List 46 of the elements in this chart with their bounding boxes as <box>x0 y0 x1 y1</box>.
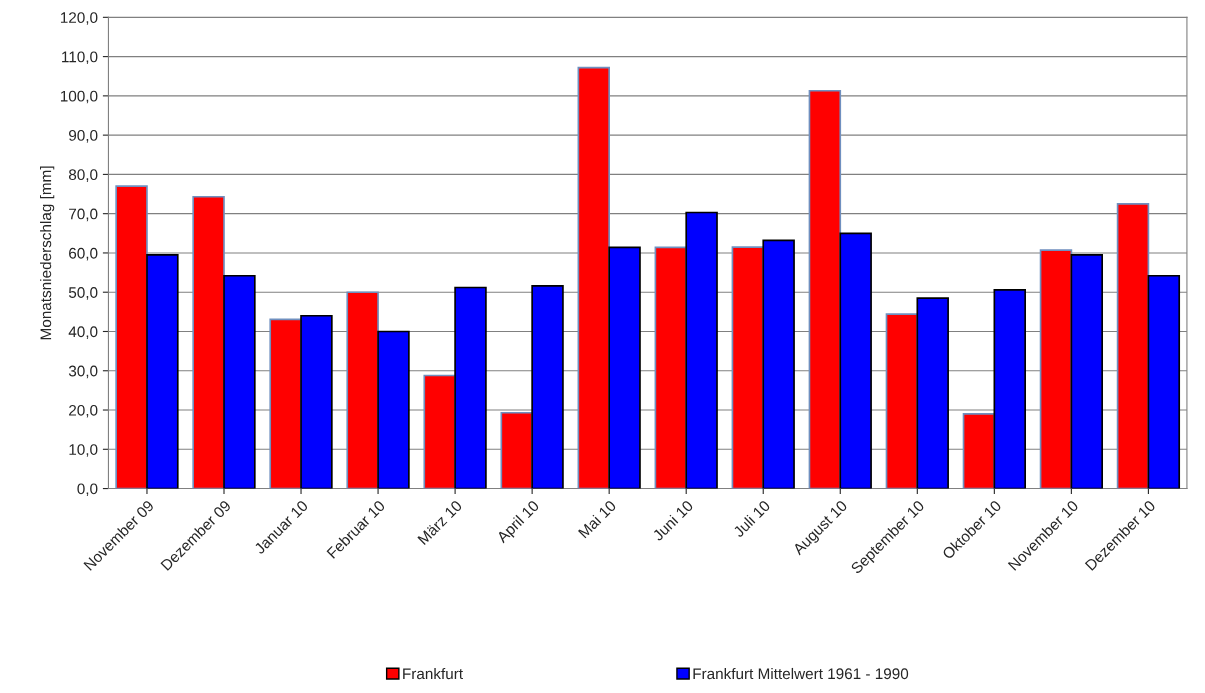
bar <box>577 66 611 489</box>
bar <box>962 413 996 489</box>
bar <box>608 246 641 489</box>
bar <box>1070 254 1104 489</box>
bar <box>500 411 533 489</box>
bar <box>269 318 302 489</box>
y-tick-label: 60,0 <box>69 247 98 261</box>
bar <box>423 374 456 489</box>
legend-label: Frankfurt <box>403 667 463 680</box>
bar <box>531 285 564 489</box>
x-tick-label: Mai 10 <box>577 499 617 539</box>
legend-label: Frankfurt Mittelwert 1961 - 1990 <box>693 667 909 680</box>
bar <box>654 246 688 489</box>
bar <box>685 211 718 489</box>
y-tick-label: 110,0 <box>62 51 98 65</box>
bar <box>808 89 842 489</box>
y-tick-label: 10,0 <box>69 444 98 457</box>
bar <box>1147 274 1181 489</box>
y-tick-label: 20,0 <box>69 404 98 418</box>
bar <box>115 185 148 489</box>
y-tick-label: 120,0 <box>60 12 98 25</box>
bar <box>762 239 795 489</box>
bar <box>993 289 1026 489</box>
bar <box>916 297 949 489</box>
bar <box>1116 203 1150 489</box>
y-tick-label: 90,0 <box>69 130 98 143</box>
bar <box>192 195 225 489</box>
bar <box>346 291 379 489</box>
y-tick-label: 0,0 <box>77 483 98 497</box>
bar <box>731 246 765 489</box>
y-tick-label: 50,0 <box>68 287 98 300</box>
y-tick-label: 100,0 <box>60 90 98 104</box>
y-tick-label: 80,0 <box>68 169 98 182</box>
y-tick-label: 40,0 <box>68 326 98 339</box>
bar <box>885 313 919 489</box>
y-tick-label: 70,0 <box>69 208 98 222</box>
bar <box>300 314 333 489</box>
bar <box>146 254 179 489</box>
y-axis-title: Monatsniederschlag [mm] <box>40 166 55 340</box>
bar <box>454 286 487 489</box>
bar <box>1039 249 1073 489</box>
bar <box>839 232 872 489</box>
y-tick-label: 30,0 <box>68 365 98 379</box>
bar <box>223 274 256 489</box>
x-tick-label: Juli 10 <box>732 499 771 538</box>
bar <box>377 330 410 489</box>
